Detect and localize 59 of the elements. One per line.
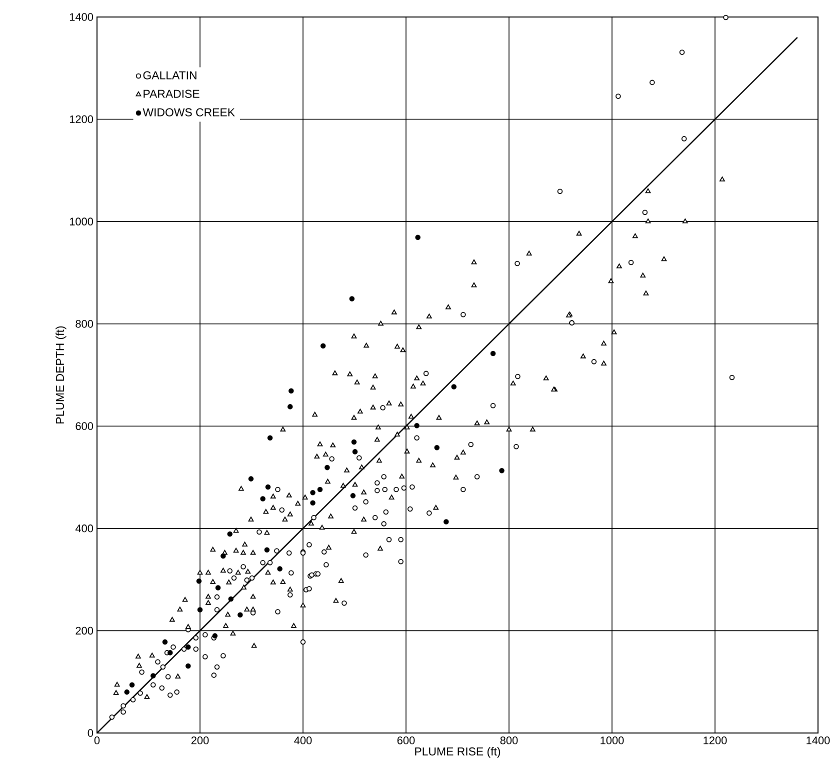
point — [288, 388, 294, 394]
point — [265, 484, 271, 490]
y-tick-label: 600 — [76, 422, 94, 430]
y-axis-title: PLUME DEPTH (ft) — [56, 326, 66, 424]
point — [150, 673, 156, 678]
y-tick-label: 400 — [75, 524, 94, 532]
point — [277, 566, 282, 572]
point — [414, 422, 420, 428]
point — [267, 435, 273, 441]
x-axis-title: PLUME RISE (ft) — [415, 747, 500, 758]
point — [186, 663, 191, 669]
point — [351, 439, 357, 445]
point — [324, 464, 330, 470]
point — [162, 639, 168, 645]
x-tick-label: 1200 — [704, 736, 727, 744]
point — [352, 449, 358, 454]
point — [264, 547, 270, 553]
point — [434, 444, 440, 450]
y-tick-label: 200 — [76, 626, 94, 635]
point — [197, 607, 203, 612]
y-tick-label: 800 — [76, 320, 94, 328]
point — [350, 493, 356, 498]
legend-label: GALLATIN — [143, 71, 196, 80]
point — [310, 490, 316, 496]
point — [287, 404, 293, 410]
x-tick-label: 400 — [294, 736, 312, 744]
point — [444, 519, 449, 524]
y-tick-label: 0 — [88, 729, 94, 737]
x-tick-label: 800 — [500, 736, 518, 744]
y-tick-label: 1400 — [70, 13, 94, 21]
point — [499, 468, 504, 474]
x-tick-label: 1400 — [806, 736, 830, 744]
x-tick-label: 1000 — [600, 736, 624, 744]
point — [451, 384, 457, 390]
point — [168, 650, 173, 656]
point — [227, 531, 233, 537]
point — [260, 496, 266, 502]
y-tick-label: 1000 — [70, 218, 94, 226]
x-tick-label: 200 — [191, 736, 209, 744]
point — [248, 476, 254, 482]
point — [228, 596, 234, 602]
point — [317, 486, 323, 492]
legend-label: WIDOWS CREEK — [142, 108, 235, 116]
point — [220, 553, 226, 559]
x-tick-label: 600 — [397, 736, 415, 744]
point — [415, 234, 420, 240]
point — [238, 612, 243, 618]
legend-label: PARADISE — [144, 90, 200, 98]
point — [349, 296, 355, 302]
point — [310, 500, 316, 506]
point — [196, 578, 202, 584]
point — [186, 644, 191, 650]
x-tick-label: 0 — [94, 736, 100, 744]
y-tick-label: 1200 — [70, 115, 94, 124]
point — [215, 585, 221, 590]
point — [490, 350, 496, 356]
point — [320, 343, 326, 348]
point — [129, 682, 135, 688]
point — [124, 689, 130, 695]
